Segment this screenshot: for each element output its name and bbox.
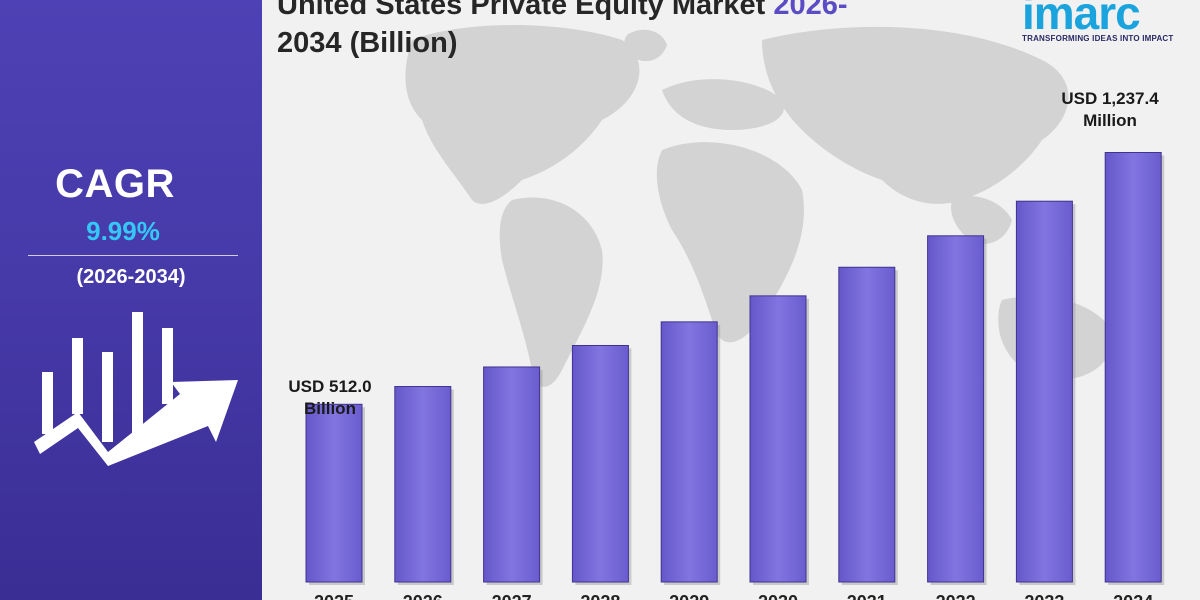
bar-2025: [305, 403, 363, 583]
bar-2031: [838, 266, 896, 583]
bar-2034: [1104, 152, 1162, 583]
x-tick-2033: 2033: [1024, 592, 1064, 600]
bar-2029: [660, 321, 718, 583]
x-tick-2029: 2029: [669, 592, 709, 600]
chart-title-year: 2026-: [773, 0, 848, 21]
chart-title-line1: United States Private Equity Market: [277, 0, 774, 21]
x-tick-2030: 2030: [758, 592, 798, 600]
chart-title: United States Private Equity Market 2026…: [277, 0, 1007, 62]
bar-2033: [1015, 200, 1073, 583]
bar-label-2034-value: USD 1,237.4: [1061, 89, 1159, 108]
x-tick-2025: 2025: [314, 592, 354, 600]
growth-bar-chart-arrow-icon: [34, 312, 238, 466]
logo-word: imarc: [1022, 0, 1141, 39]
bar-2027: [483, 366, 541, 583]
cagr-label: CAGR: [55, 162, 175, 206]
x-tick-2028: 2028: [580, 592, 620, 600]
chart-title-line2: 2034 (Billion): [277, 27, 458, 59]
x-tick-2026: 2026: [403, 592, 443, 600]
x-tick-2027: 2027: [492, 592, 532, 600]
bar-label-2025-value: USD 512.0: [288, 377, 372, 396]
x-tick-2034: 2034: [1113, 592, 1153, 600]
bar-2030: [749, 295, 807, 583]
imarc-logo: imarc TRANSFORMING IDEAS INTO IMPACT: [1022, 0, 1187, 43]
cagr-value: 9.99%: [86, 216, 160, 246]
cagr-divider: [28, 255, 238, 256]
logo-tagline: TRANSFORMING IDEAS INTO IMPACT: [1022, 34, 1174, 43]
bar-label-2025: USD 512.0 Billion: [260, 376, 400, 420]
cagr-period: (2026-2034): [76, 266, 186, 288]
bar-2026: [394, 386, 452, 583]
bar-label-2034-unit: Million: [1083, 111, 1137, 130]
bar-2032: [927, 235, 985, 583]
bar-2028: [571, 344, 629, 583]
x-tick-2031: 2031: [847, 592, 887, 600]
x-tick-2032: 2032: [936, 592, 976, 600]
bar-label-2025-unit: Billion: [304, 399, 356, 418]
left-panel: CAGR 9.99% (2026-2034): [0, 0, 262, 600]
bar-label-2034: USD 1,237.4 Million: [1040, 88, 1180, 132]
world-map-background: [405, 25, 1113, 387]
